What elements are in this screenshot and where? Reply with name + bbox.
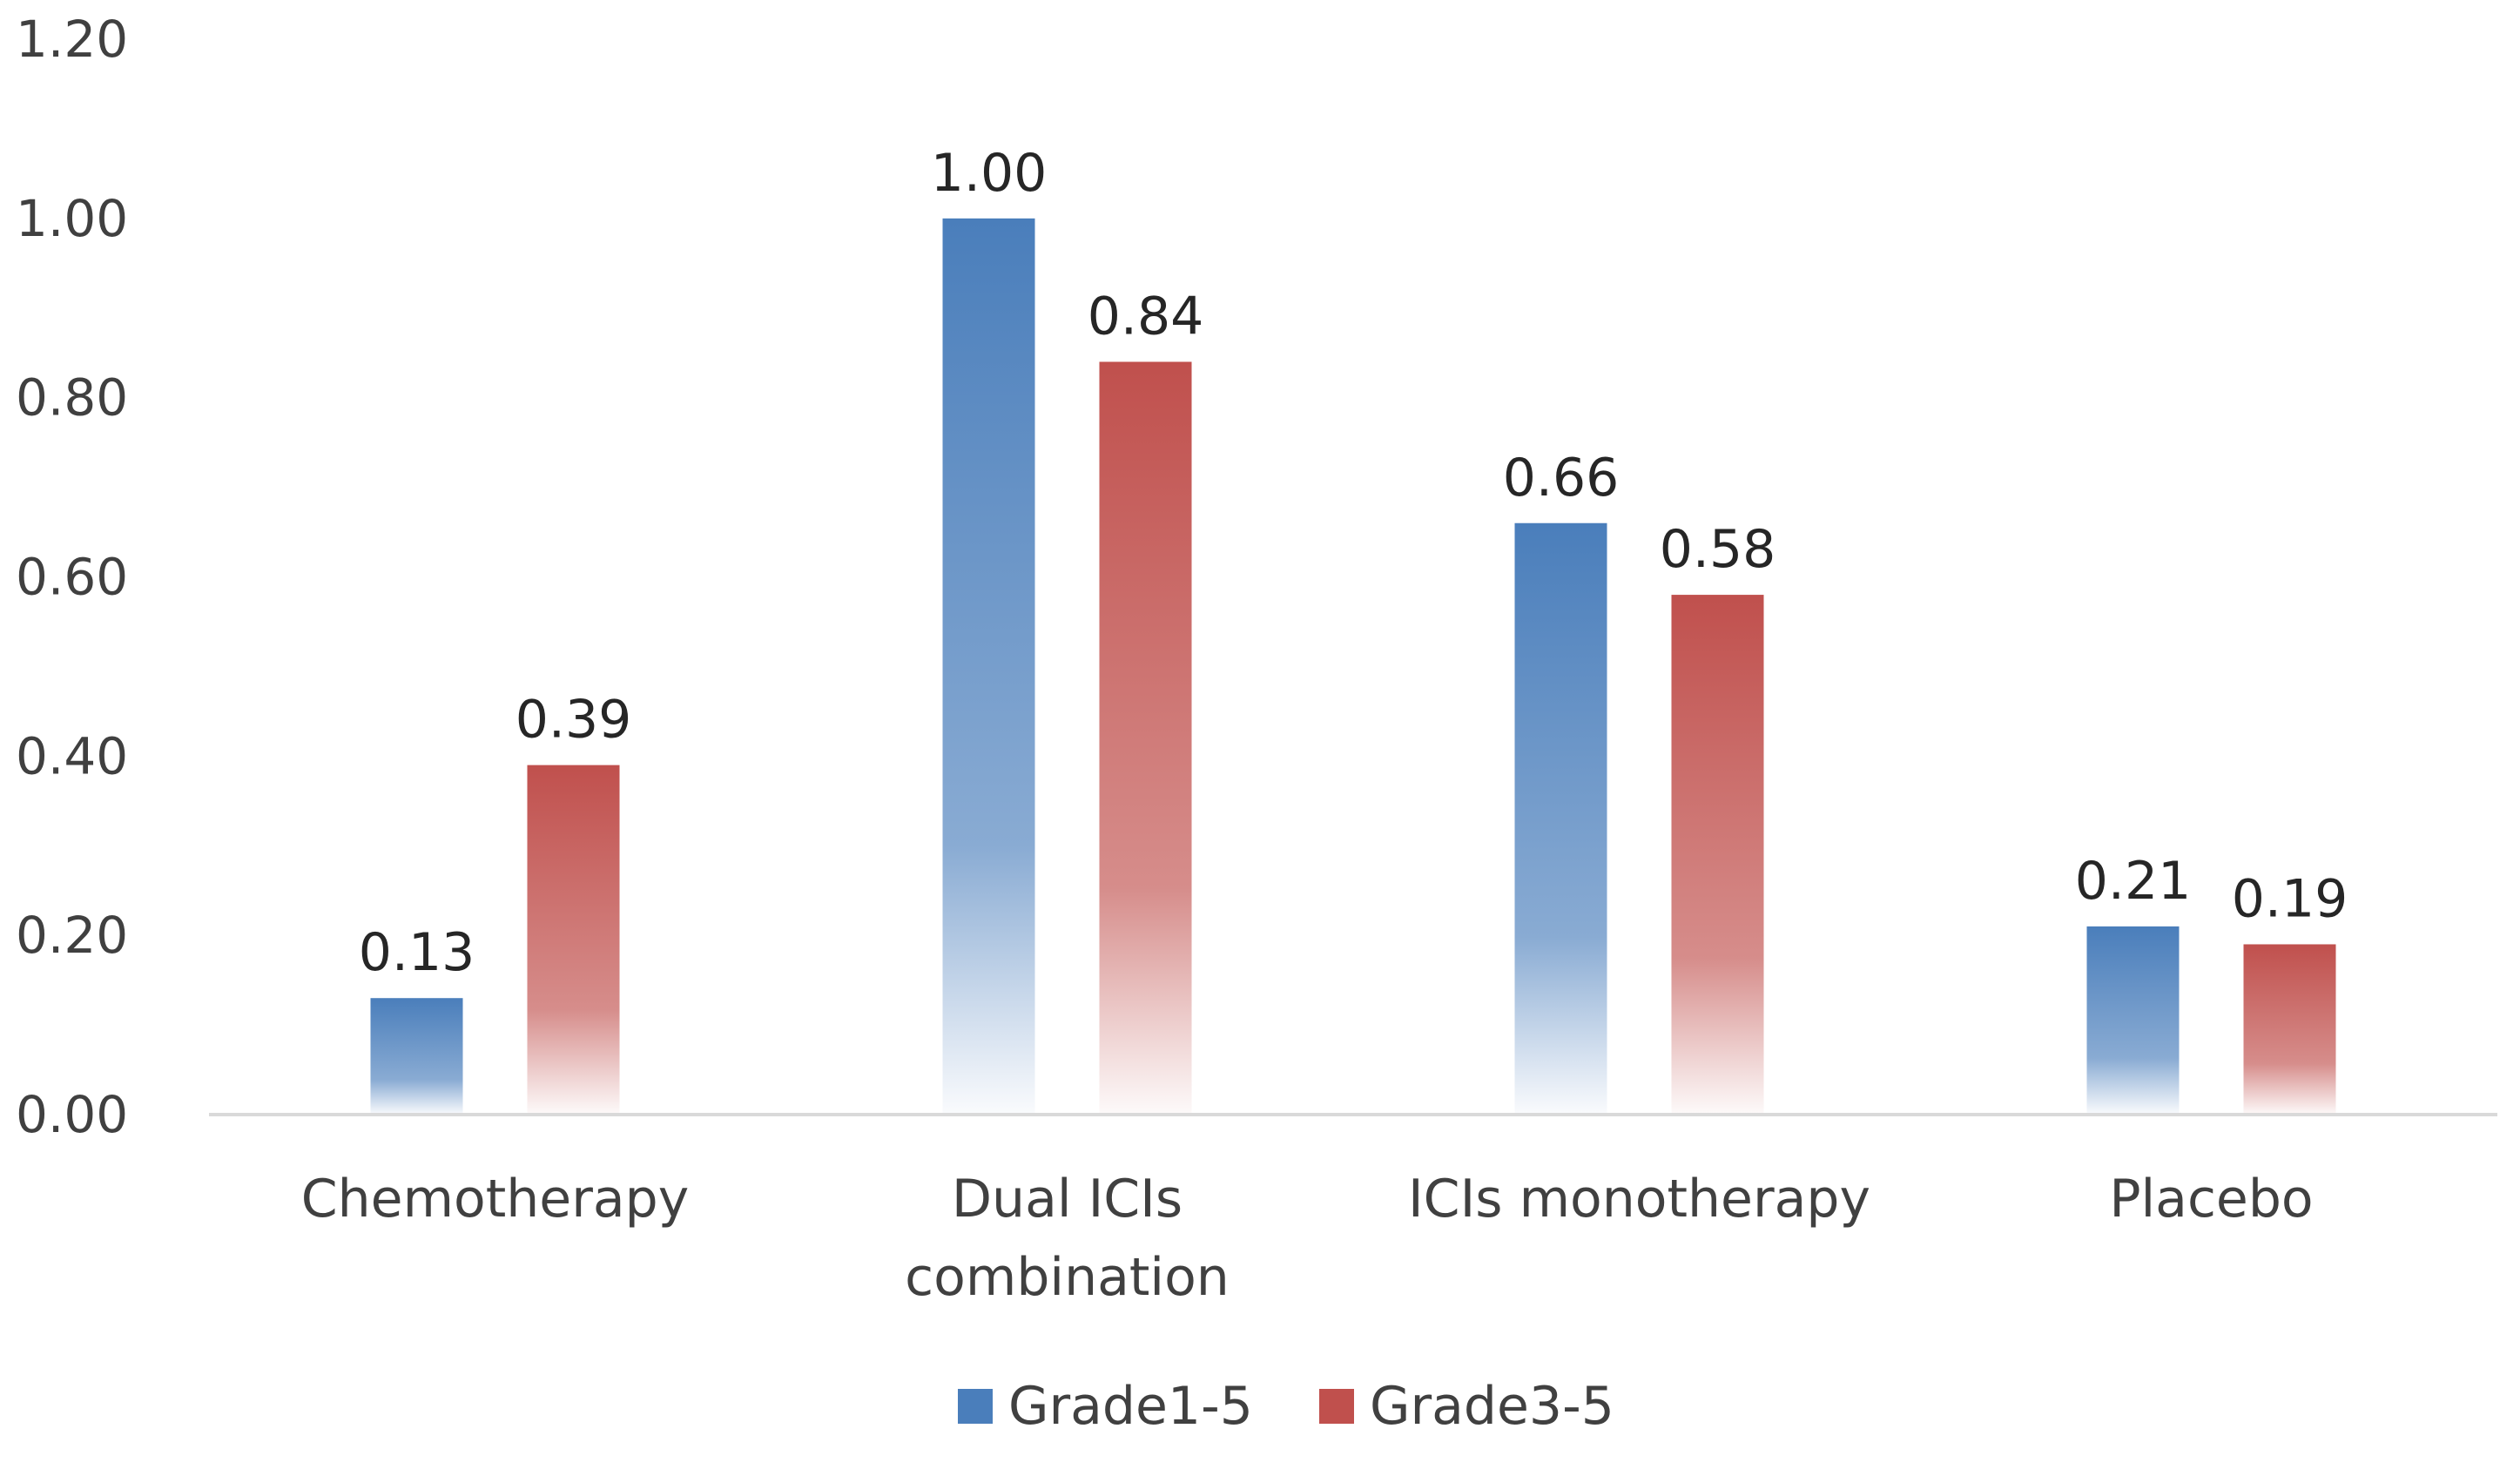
legend-swatch — [1319, 1389, 1354, 1424]
y-tick-label: 0.80 — [16, 368, 128, 428]
bar-grade1-5-1 — [942, 218, 1035, 1115]
legend-swatch — [958, 1389, 993, 1424]
bar-grade3-5-0 — [527, 765, 620, 1115]
bar-grade1-5-3 — [2086, 926, 2180, 1115]
bar-grade3-5-2 — [1671, 595, 1764, 1115]
y-tick-label: 0.60 — [16, 548, 128, 607]
bar-grade1-5-0 — [370, 998, 463, 1115]
bar-grade3-5-1 — [1099, 361, 1192, 1115]
y-tick-label: 0.00 — [16, 1085, 128, 1144]
category-label: combination — [905, 1247, 1230, 1308]
bar-grade1-5-2 — [1514, 522, 1607, 1115]
y-tick-label: 1.00 — [16, 189, 128, 248]
category-label: ICIs monotherapy — [1408, 1169, 1870, 1230]
y-axis-tick-labels: 0.00 0.20 0.40 0.60 0.80 1.00 1.20 — [16, 10, 128, 1144]
data-label: 0.66 — [1503, 448, 1620, 509]
category-label: Chemotherapy — [301, 1169, 690, 1230]
legend-label: Grade3-5 — [1370, 1376, 1614, 1437]
data-label: 0.21 — [2075, 851, 2192, 912]
data-label: 1.00 — [931, 143, 1048, 204]
y-tick-label: 0.40 — [16, 726, 128, 785]
data-label: 0.39 — [515, 690, 632, 751]
category-label: Placebo — [2109, 1169, 2313, 1230]
data-label: 0.13 — [359, 922, 475, 983]
category-labels: Chemotherapy Dual ICIs combination ICIs mon… — [301, 1169, 2314, 1308]
legend: Grade1-5 Grade3-5 — [958, 1376, 1614, 1437]
data-labels: 0.13 0.39 1.00 0.84 0.66 0.58 0.21 0.19 — [359, 143, 2348, 983]
bar-grade3-5-3 — [2243, 944, 2336, 1115]
bar-series — [370, 218, 2336, 1115]
data-label: 0.58 — [1660, 519, 1776, 580]
data-label: 0.19 — [2232, 868, 2348, 929]
y-tick-label: 0.20 — [16, 906, 128, 965]
category-label: Dual ICIs — [952, 1169, 1183, 1230]
y-tick-label: 1.20 — [16, 10, 128, 69]
legend-label: Grade1-5 — [1008, 1376, 1253, 1437]
data-label: 0.84 — [1088, 286, 1204, 347]
